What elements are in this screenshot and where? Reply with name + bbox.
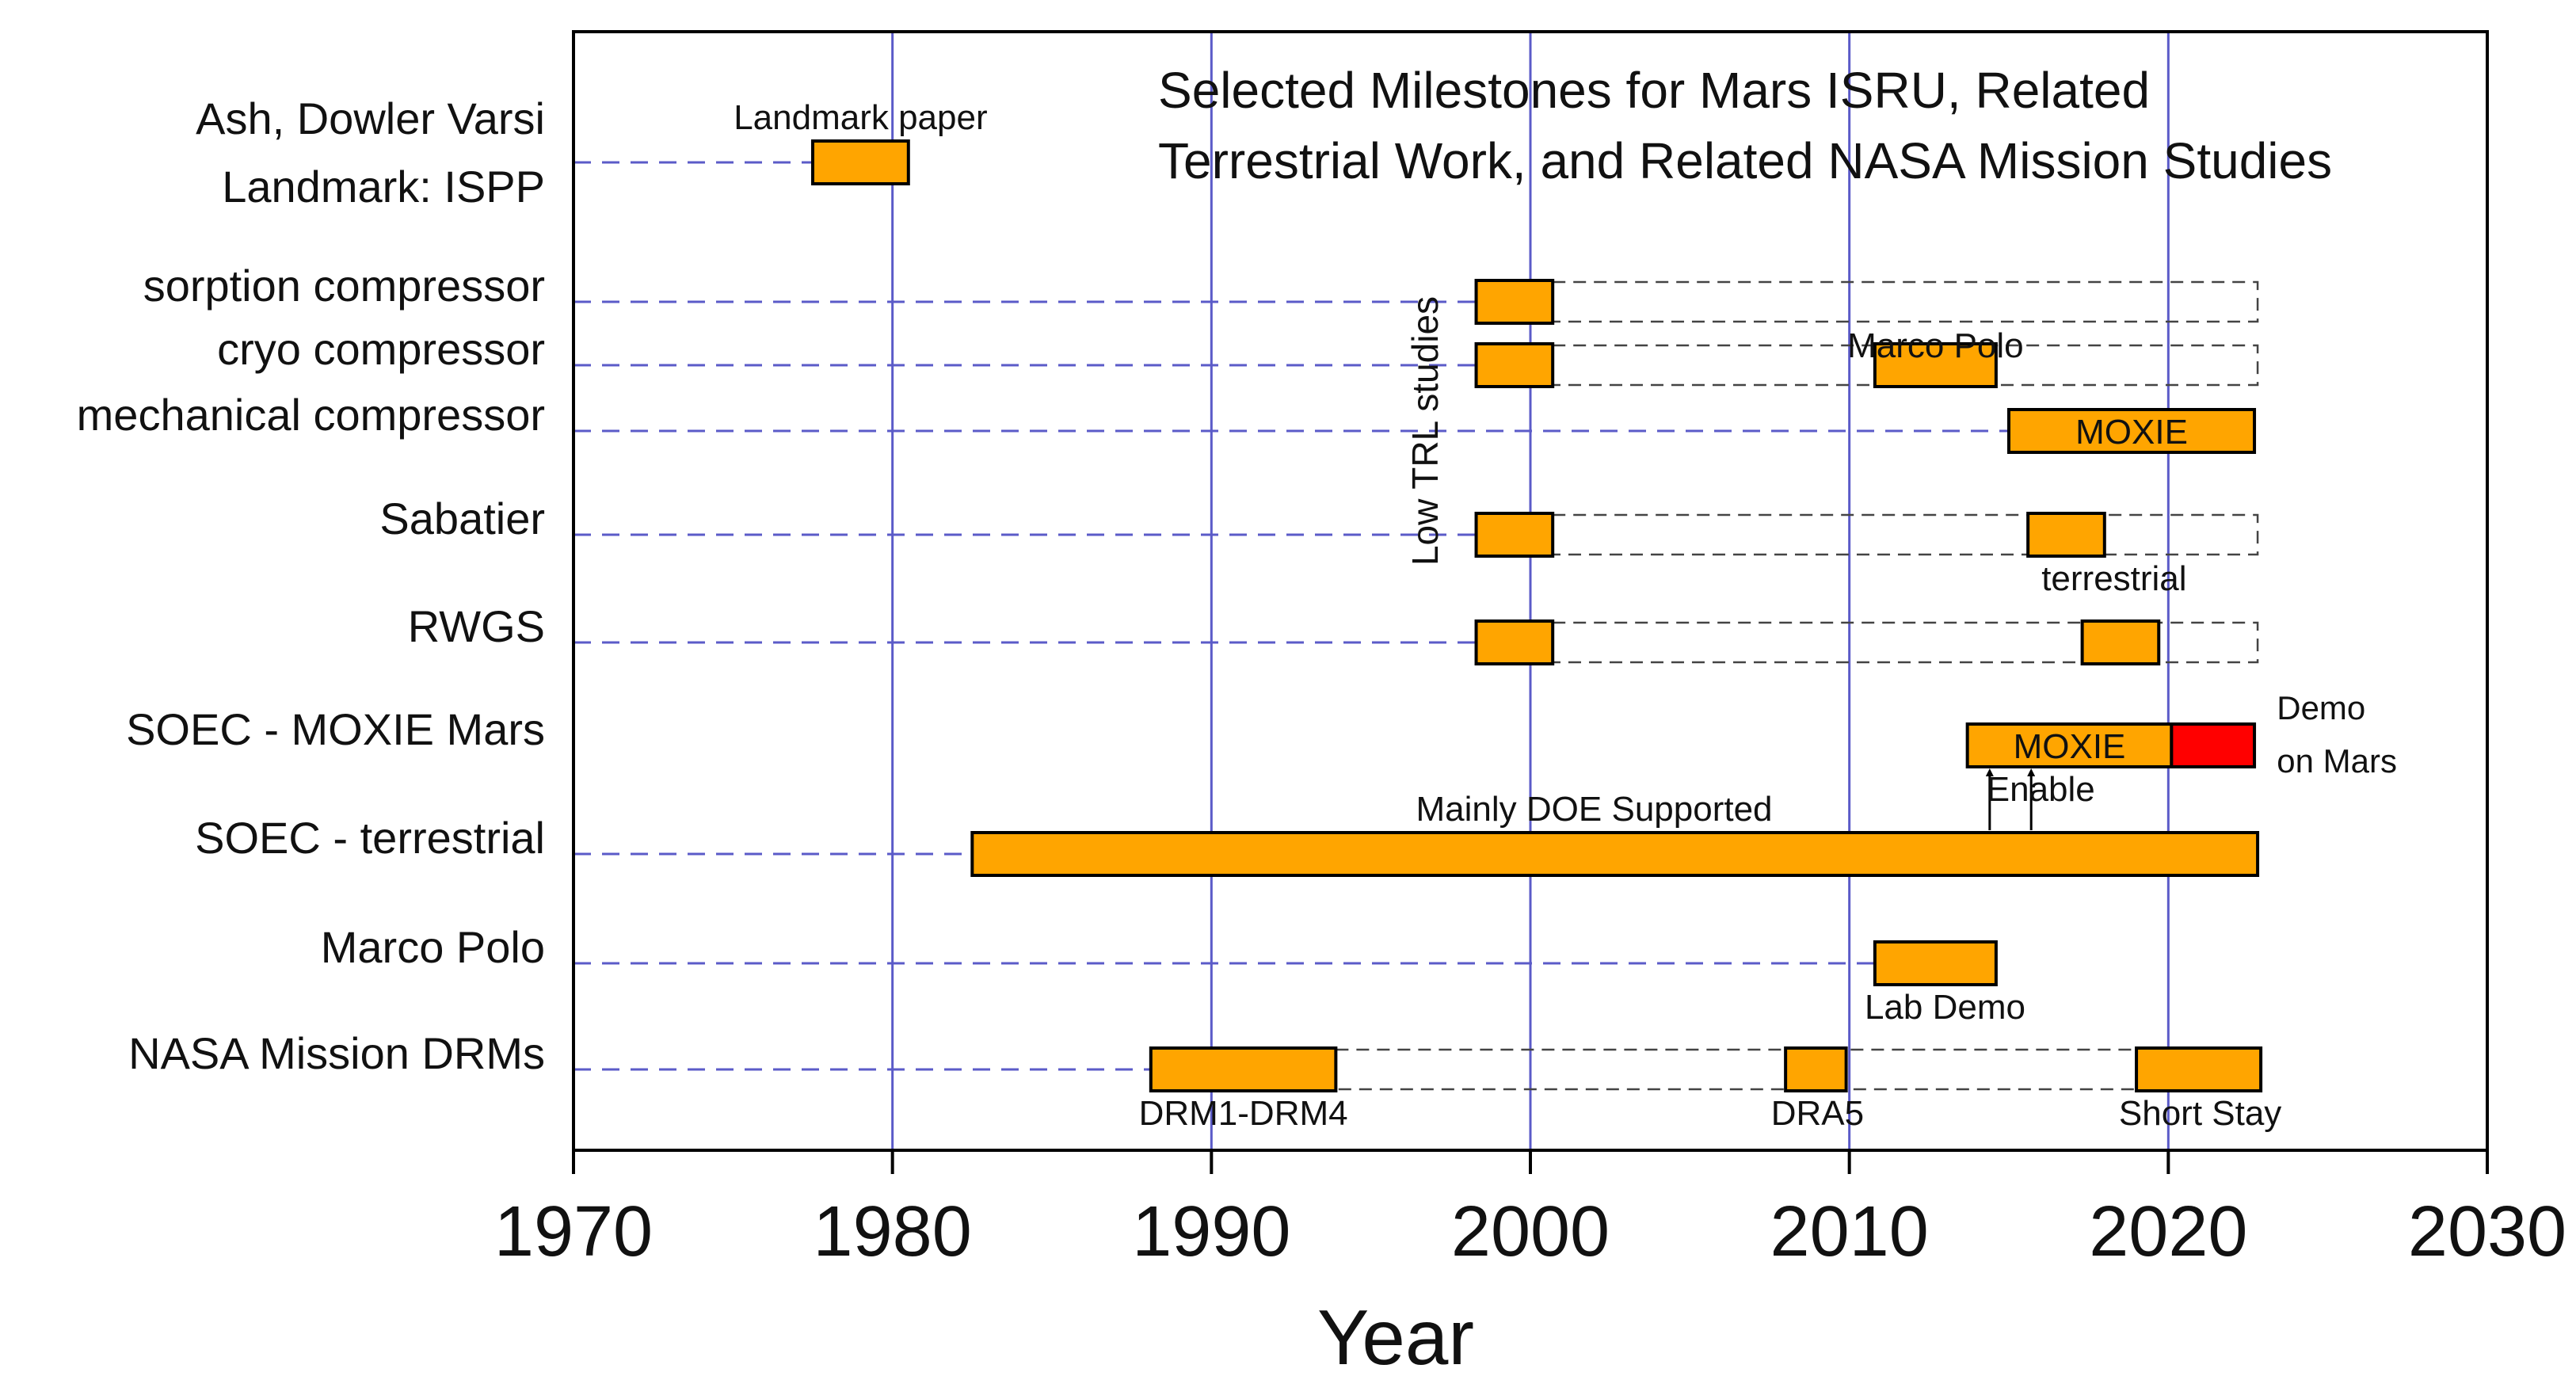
- bar-label-soec_mars: MOXIE: [2014, 727, 2126, 766]
- bar-sabatier-2015.6: [2026, 512, 2106, 558]
- annotation-low-trl-studies: Low TRL studies: [1404, 296, 1446, 566]
- bar-sorption-1998.3: [1474, 279, 1555, 325]
- row-label-soec_mars: SOEC - MOXIE Mars: [126, 704, 545, 754]
- row-label-drm: NASA Mission DRMs: [128, 1028, 545, 1078]
- row-label-sorption: sorption compressor: [143, 261, 545, 311]
- row-label-ash-line-2: Landmark: ISPP: [222, 162, 545, 212]
- bar-soec_terr-1982.5: [970, 831, 2260, 877]
- annotation-terrestrial: terrestrial: [2041, 559, 2186, 598]
- x-tick-label-1970: 1970: [494, 1192, 653, 1271]
- annotation-on-mars: on Mars: [2277, 742, 2397, 780]
- row-label-mechanical: mechanical compressor: [77, 390, 545, 440]
- annotation-landmark-paper: Landmark paper: [734, 98, 987, 137]
- chart-title-line-2: Terrestrial Work, and Related NASA Missi…: [1158, 132, 2332, 189]
- annotation-marco-polo: Marco Polo: [1847, 326, 2024, 365]
- x-tick-label-1990: 1990: [1132, 1192, 1290, 1271]
- bar-label-mechanical: MOXIE: [2075, 413, 2188, 452]
- bar-rwgs-1998.3: [1474, 619, 1555, 665]
- dashed-span-sorption: [1551, 280, 2259, 323]
- row-label-marco: Marco Polo: [321, 922, 545, 972]
- bar-drm-2019: [2135, 1046, 2263, 1092]
- row-label-soec_terr: SOEC - terrestrial: [195, 813, 545, 863]
- annotation-demo: Demo: [2277, 689, 2365, 726]
- bar-drm-1988.1: [1149, 1046, 1338, 1092]
- annotation-lab-demo: Lab Demo: [1865, 988, 2025, 1027]
- row-label-sabatier: Sabatier: [379, 494, 545, 543]
- row-label-cryo: cryo compressor: [217, 324, 545, 374]
- bar-sabatier-1998.3: [1474, 512, 1555, 558]
- dashed-span-sabatier: [1551, 513, 2259, 556]
- annotation-enable: Enable: [1987, 770, 2095, 809]
- x-tick-label-2030: 2030: [2408, 1192, 2566, 1271]
- row-label-rwgs: RWGS: [408, 601, 545, 651]
- bar-drm-2008: [1784, 1046, 1848, 1092]
- annotation-dra5: DRA5: [1771, 1094, 1864, 1133]
- x-tick-label-2020: 2020: [2089, 1192, 2247, 1271]
- bar-rwgs-2017.3: [2080, 619, 2161, 665]
- bar-marco-2010.8: [1873, 940, 1998, 986]
- x-tick-label-2000: 2000: [1451, 1192, 1610, 1271]
- bar-cryo-2010.8: [1873, 342, 1998, 388]
- annotation-short-stay: Short Stay: [2119, 1094, 2281, 1133]
- x-tick-label-2010: 2010: [1770, 1192, 1929, 1271]
- bar-mechanical-2015: [2007, 408, 2257, 454]
- bar-cryo-1998.3: [1474, 342, 1555, 388]
- annotation-mainly-doe-supported: Mainly DOE Supported: [1416, 790, 1773, 829]
- chart-title-line-1: Selected Milestones for Mars ISRU, Relat…: [1158, 62, 2150, 119]
- x-axis-label: Year: [1317, 1294, 1474, 1381]
- x-tick-label-1980: 1980: [814, 1192, 972, 1271]
- bar-ash-1977.5: [811, 139, 910, 185]
- row-label-ash-line-1: Ash, Dowler Varsi: [196, 93, 545, 143]
- annotation-drm1-drm4: DRM1-DRM4: [1139, 1094, 1348, 1133]
- bar-soec_mars-2020.1: [2170, 722, 2257, 768]
